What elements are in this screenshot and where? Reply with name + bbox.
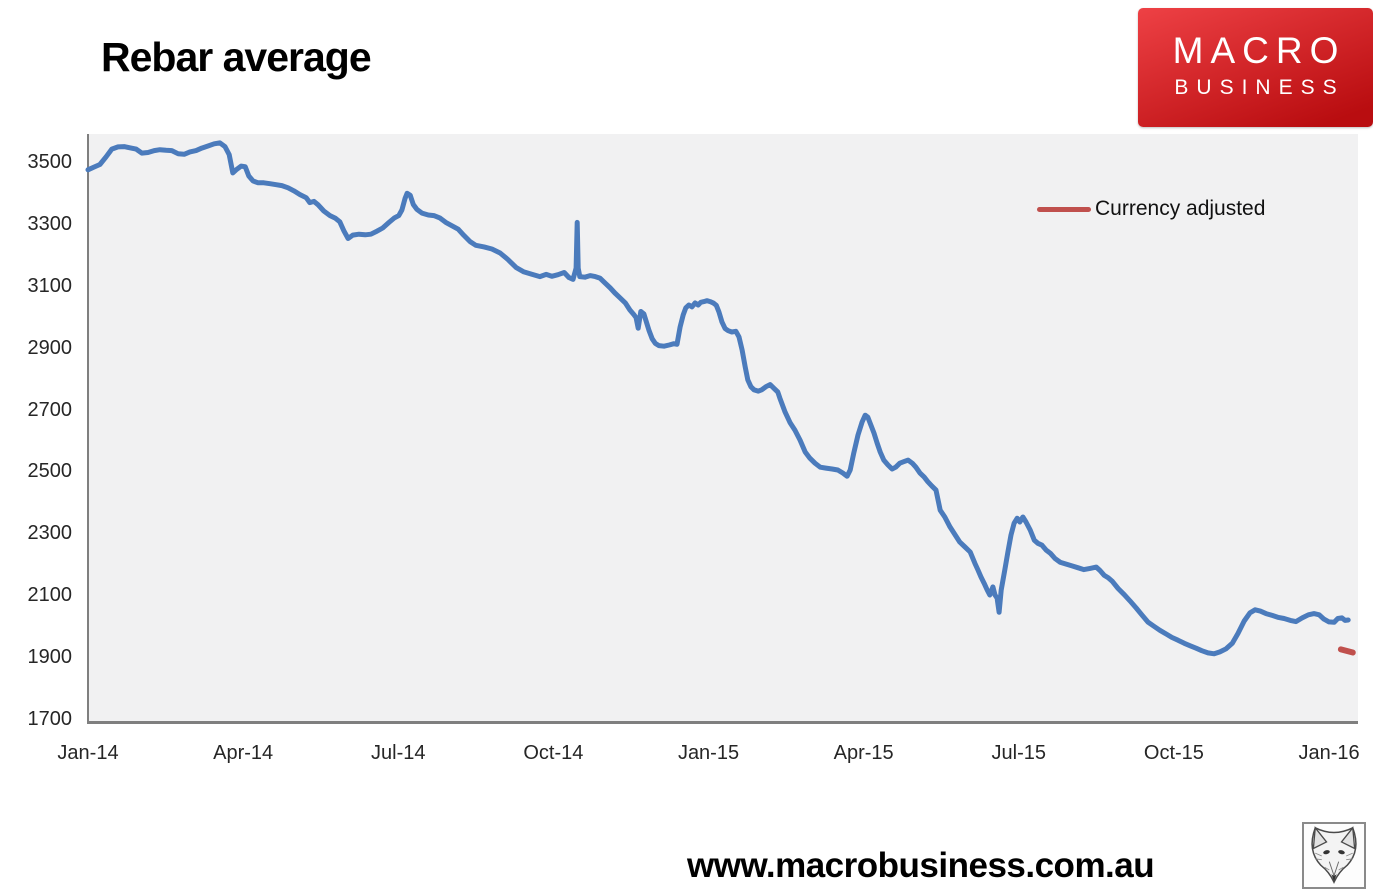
legend: Currency adjusted [1037,197,1265,221]
y-tick-label: 3500 [27,151,73,173]
x-tick-label: Oct-14 [523,742,584,764]
x-tick-label: Jan-15 [677,742,740,764]
x-tick-label: Jan-14 [57,742,119,764]
wolf-logo [1302,822,1366,889]
line-chart [85,134,1358,724]
y-tick-label: 3100 [27,274,73,297]
macrobusiness-logo: MACRO BUSINESS [1138,8,1373,127]
logo-text-business: BUSINESS [1174,76,1345,99]
y-tick-label: 2900 [27,336,73,359]
y-tick-label: 2100 [27,584,73,607]
y-tick-label: 3300 [27,212,73,235]
x-tick-label: Oct-15 [1143,742,1204,764]
y-tick-label: 2300 [27,522,73,545]
legend-label: Currency adjusted [1095,197,1266,220]
fox-head-icon [1311,826,1357,885]
legend-line-icon [1037,206,1091,212]
footer-url: www.macrobusiness.com.au [687,846,1155,885]
y-tick-label: 1900 [27,646,73,669]
x-tick-label: Jul-14 [371,742,426,764]
x-tick-label: Apr-14 [213,742,274,764]
x-tick-label: Jul-15 [991,742,1046,764]
y-tick-label: 2500 [27,460,73,483]
logo-text-macro: MACRO [1172,30,1346,71]
x-tick-label: Jan-16 [1298,742,1360,764]
y-tick-label: 1700 [27,708,73,730]
y-tick-label: 2700 [27,398,73,421]
series-currency-adjusted [1337,646,1356,656]
plot-area [89,134,1358,723]
page-title: Rebar average [101,34,372,80]
x-tick-label: Apr-15 [833,742,894,764]
series-rebar-line [85,140,1351,657]
